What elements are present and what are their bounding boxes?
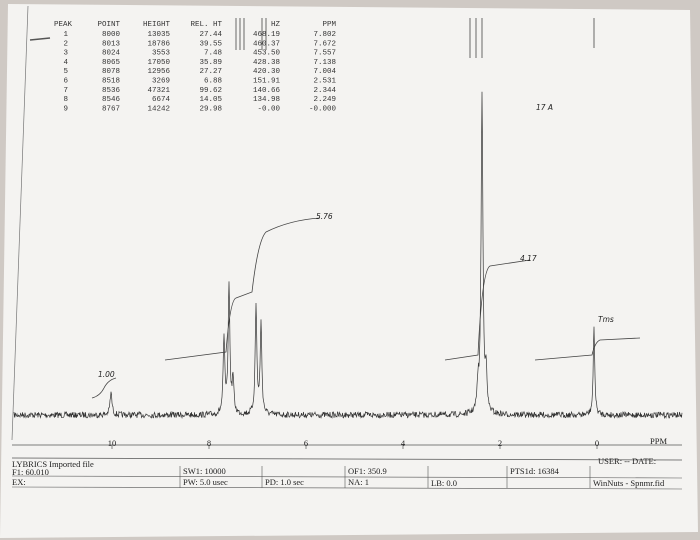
table-cell: 7.557 bbox=[313, 50, 336, 58]
table-cell: 8546 bbox=[102, 96, 121, 104]
integral-label: 4.17 bbox=[520, 254, 537, 263]
integral-curves bbox=[91, 217, 641, 399]
sample-label: 17 A bbox=[536, 103, 553, 112]
reference-label: Tms bbox=[598, 315, 614, 324]
table-cell: 27.44 bbox=[199, 31, 222, 39]
table-cell: 7.672 bbox=[313, 40, 336, 48]
footer-file: LYBRICS Imported file bbox=[12, 459, 94, 469]
integral-label: 5.76 bbox=[316, 212, 333, 221]
table-cell: 8065 bbox=[102, 59, 121, 67]
table-cell: 6674 bbox=[152, 96, 171, 104]
table-cell: 2.531 bbox=[313, 78, 336, 86]
frame-left bbox=[11, 5, 29, 441]
table-cell: 8013 bbox=[102, 40, 121, 48]
table-cell: 3269 bbox=[152, 78, 170, 86]
table-cell: 2.344 bbox=[313, 87, 336, 95]
footer-lb: LB: 0.0 bbox=[431, 478, 457, 488]
table-cell: -0.00 bbox=[257, 105, 280, 113]
footer-pd: PD: 1.0 sec bbox=[265, 477, 304, 487]
table-cell: 7.138 bbox=[313, 59, 336, 67]
table-cell: 8767 bbox=[102, 105, 120, 113]
table-cell: 3 bbox=[63, 50, 68, 58]
footer-na: NA: 1 bbox=[348, 477, 369, 487]
table-cell: 99.62 bbox=[199, 87, 222, 95]
footer-boxes bbox=[179, 466, 591, 488]
footer-pw: PW: 5.0 usec bbox=[183, 477, 228, 487]
peak-markers bbox=[235, 18, 595, 58]
table-cell: 7.004 bbox=[313, 68, 336, 76]
table-header: HEIGHT bbox=[143, 21, 171, 29]
table-cell: 8024 bbox=[102, 50, 121, 58]
pen-mark bbox=[29, 37, 51, 41]
footer-rule bbox=[11, 475, 683, 479]
table-header: PPM bbox=[322, 21, 336, 29]
footer-of1: OF1: 350.9 bbox=[348, 466, 387, 476]
spectrum-trace bbox=[13, 91, 683, 420]
table-cell: 3553 bbox=[152, 50, 171, 58]
axis-unit: PPM bbox=[650, 436, 667, 446]
table-cell: 460.37 bbox=[253, 40, 280, 48]
table-cell: 47321 bbox=[147, 87, 170, 95]
table-cell: 12956 bbox=[147, 68, 170, 76]
table-cell: 6.88 bbox=[204, 78, 222, 86]
table-cell: 17050 bbox=[147, 59, 170, 67]
table-cell: 14.05 bbox=[199, 96, 222, 104]
footer-rule bbox=[11, 457, 683, 461]
footer-sw1: SW1: 10000 bbox=[183, 466, 226, 476]
table-cell: 14242 bbox=[147, 105, 170, 113]
table-cell: 428.38 bbox=[253, 59, 280, 67]
table-cell: 9 bbox=[63, 105, 68, 113]
table-cell: 151.91 bbox=[253, 78, 281, 86]
table-cell: -0.000 bbox=[309, 105, 337, 113]
table-header: PEAK bbox=[54, 21, 73, 29]
table-cell: 29.98 bbox=[199, 105, 222, 113]
tick-label: 10 bbox=[108, 438, 117, 448]
table-cell: 2.249 bbox=[313, 96, 336, 104]
table-cell: 8000 bbox=[102, 31, 121, 39]
table-cell: 420.30 bbox=[253, 68, 281, 76]
tick-label: 0 bbox=[595, 438, 599, 448]
table-cell: 8536 bbox=[102, 87, 121, 95]
table-cell: 8518 bbox=[102, 78, 120, 86]
table-cell: 35.89 bbox=[199, 59, 222, 67]
table-cell: 1 bbox=[63, 31, 68, 39]
table-header: POINT bbox=[97, 21, 120, 29]
integral-label: 1.00 bbox=[98, 370, 115, 379]
footer-f1: F1: 60.010 bbox=[12, 467, 49, 477]
table-header: HZ bbox=[271, 21, 281, 29]
footer-ex: EX: bbox=[12, 477, 26, 487]
table-cell: 140.66 bbox=[253, 87, 281, 95]
paper bbox=[0, 4, 698, 538]
table-cell: 5 bbox=[63, 68, 68, 76]
table-cell: 7 bbox=[63, 87, 68, 95]
table-cell: 8078 bbox=[102, 68, 120, 76]
axis-ticks: 10 8 6 4 2 0 bbox=[108, 438, 599, 449]
footer-program: WinNuts - Spnmr.fid bbox=[593, 478, 665, 488]
table-cell: 18786 bbox=[147, 40, 170, 48]
table-header: REL. HT bbox=[190, 21, 222, 29]
footer-pts: PTS1d: 16384 bbox=[510, 466, 560, 476]
table-cell: 13035 bbox=[147, 31, 170, 39]
table-cell: 2 bbox=[63, 40, 68, 48]
table-cell: 6 bbox=[63, 78, 68, 86]
table-cell: 7.48 bbox=[204, 50, 222, 58]
footer-rule bbox=[11, 486, 683, 490]
footer-user: USER: -- DATE: bbox=[598, 456, 656, 466]
tick-label: 8 bbox=[207, 438, 211, 448]
table-cell: 468.19 bbox=[253, 31, 280, 39]
table-cell: 8 bbox=[63, 96, 68, 104]
table-cell: 27.27 bbox=[199, 68, 222, 76]
table-cell: 4 bbox=[63, 59, 68, 67]
tick-label: 4 bbox=[401, 438, 406, 448]
table-cell: 453.50 bbox=[253, 50, 281, 58]
table-cell: 134.98 bbox=[253, 96, 280, 104]
table-cell: 39.55 bbox=[199, 40, 222, 48]
tick-label: 6 bbox=[304, 438, 308, 448]
table-cell: 7.802 bbox=[313, 31, 336, 39]
tick-label: 2 bbox=[498, 438, 502, 448]
